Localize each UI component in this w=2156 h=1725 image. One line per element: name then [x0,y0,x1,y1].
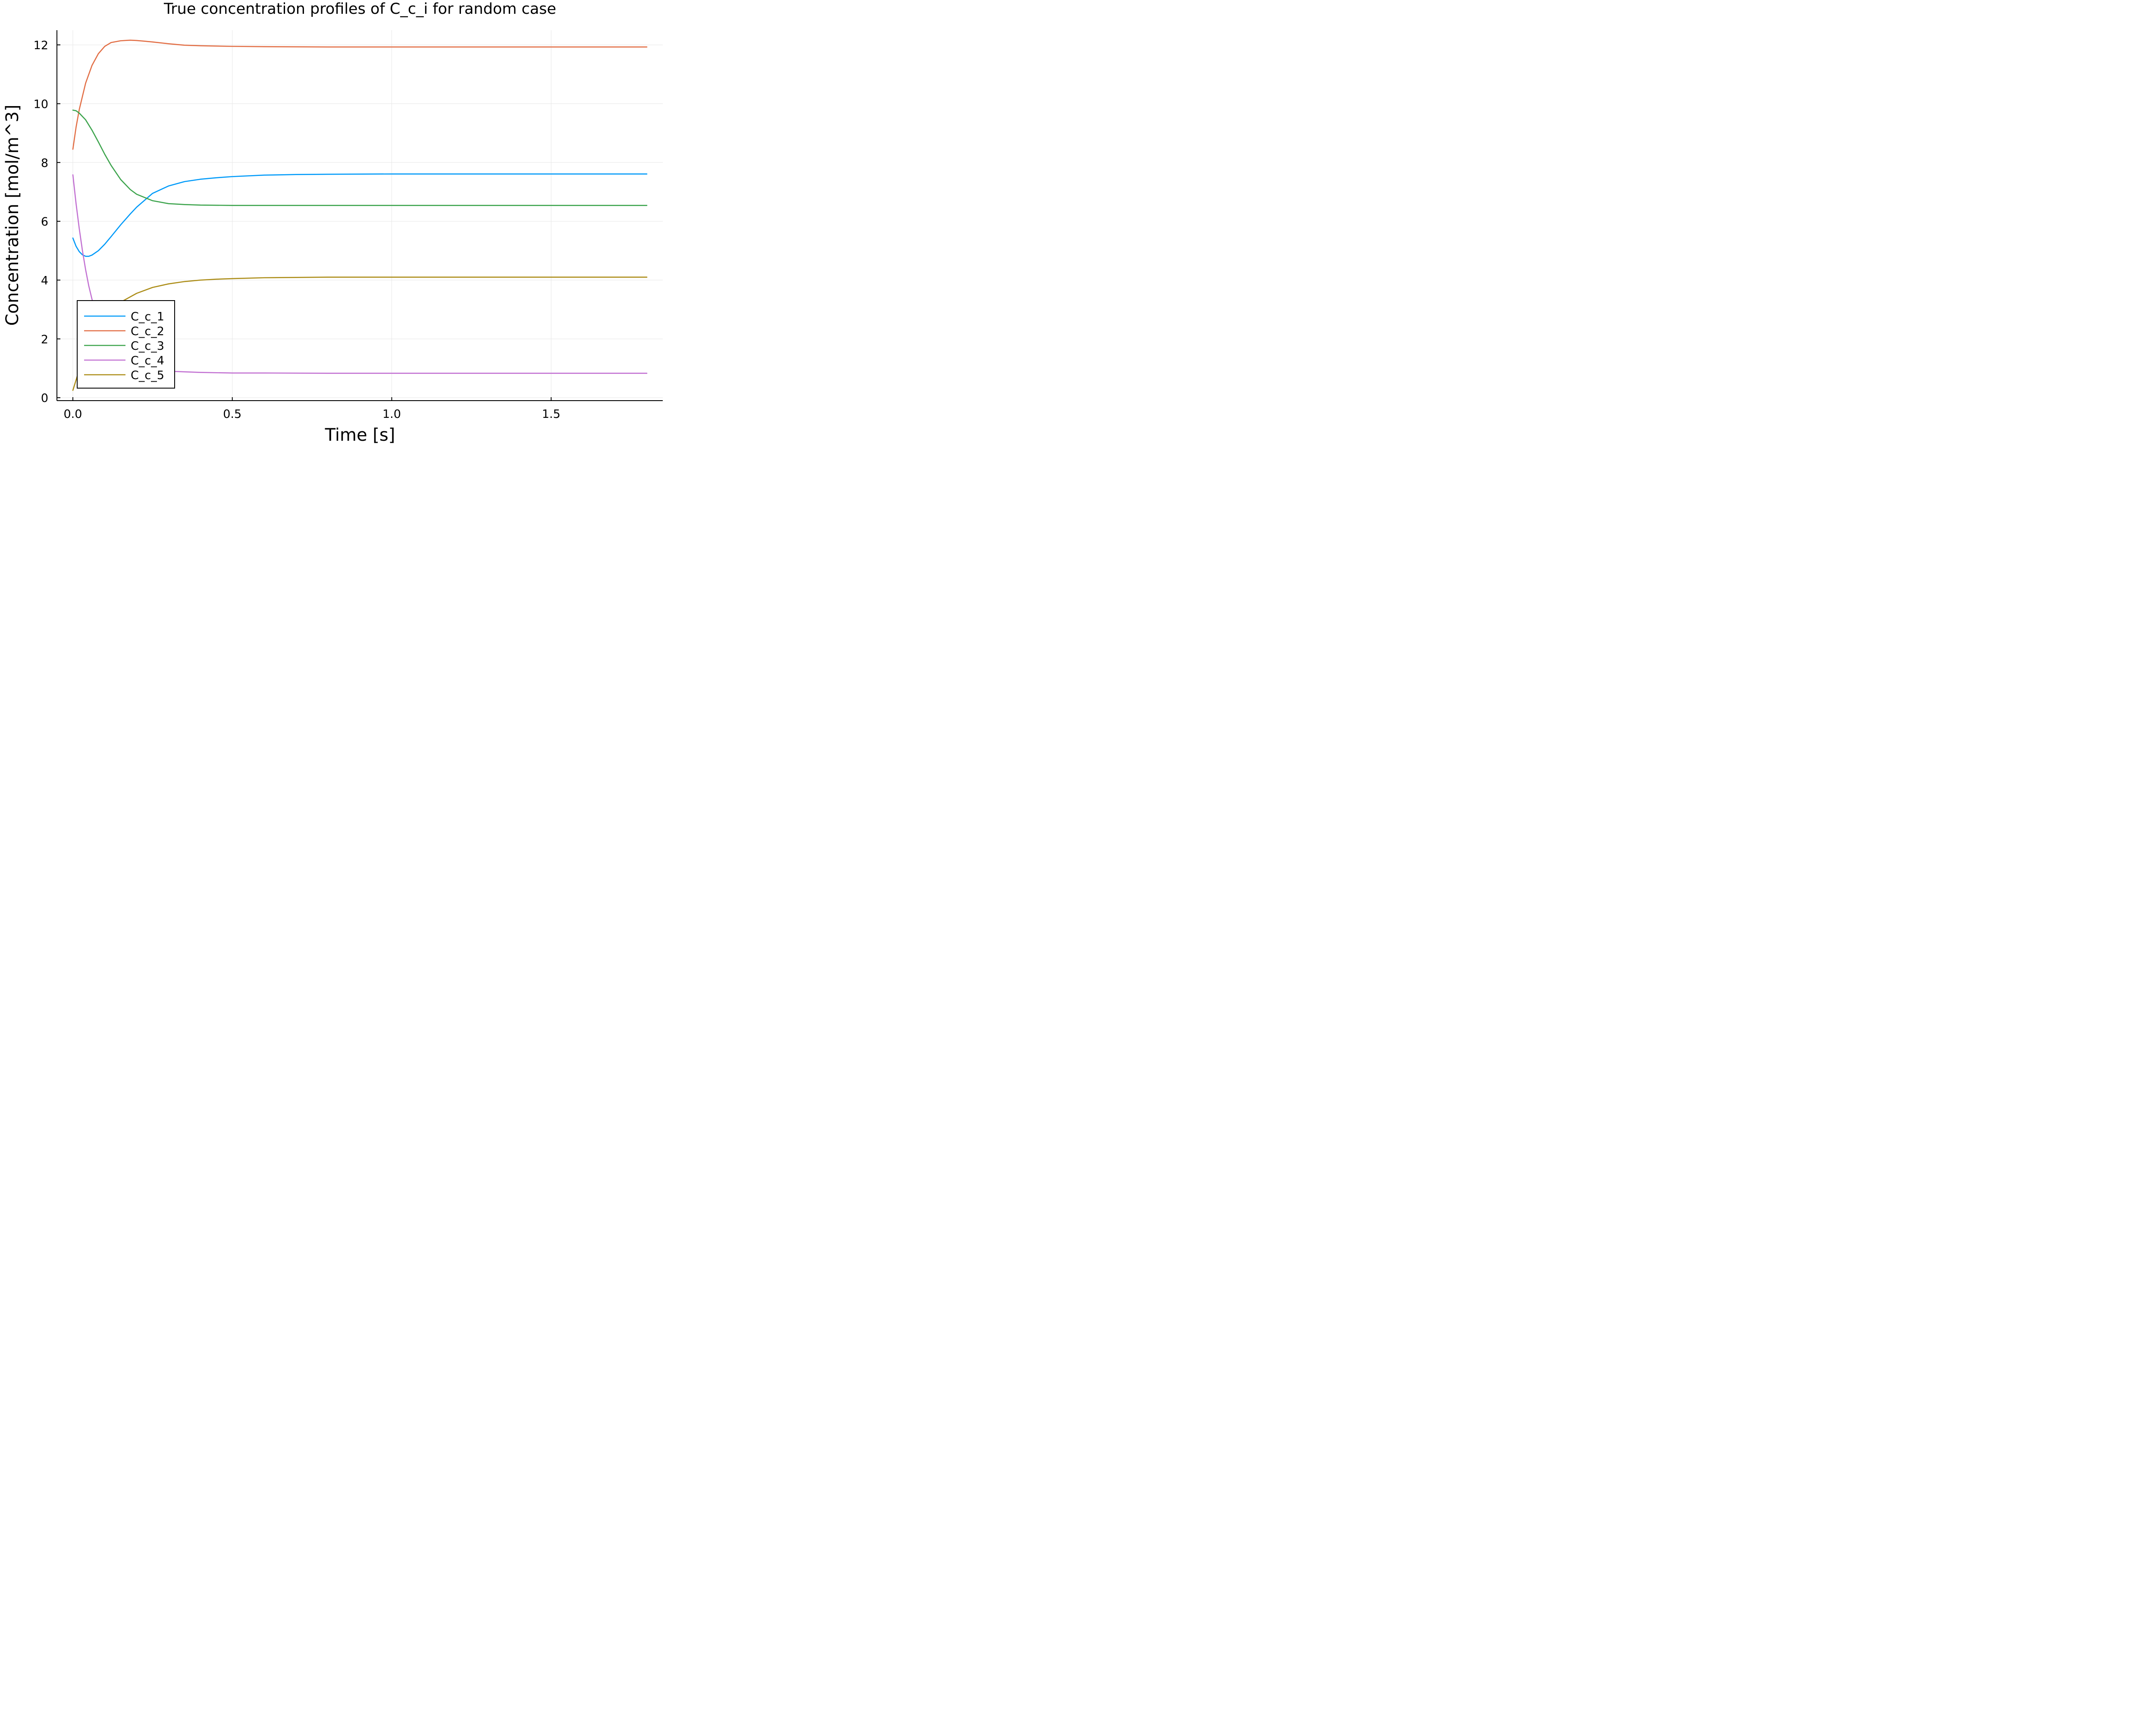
series-line-c-c-1 [72,173,648,257]
legend-label: C_c_1 [131,310,164,323]
x-tick-label: 0.0 [63,408,82,421]
x-axis-label: Time [s] [325,425,395,444]
y-tick-label: 6 [41,215,48,229]
chart-title: True concentration profiles of C_c_i for… [163,0,556,18]
legend-label: C_c_4 [131,354,164,367]
y-tick-label: 2 [41,333,48,346]
series-line-c-c-3 [72,110,648,206]
x-tick-label: 1.0 [382,408,401,421]
axes: 0.0 0.5 1.0 1.5 0 2 4 6 8 10 12 [34,30,663,421]
y-tick-label: 8 [41,157,48,170]
y-tick-label: 4 [41,274,48,287]
legend: C_c_1 C_c_2C_c_3C_c_4 C_c_5 [77,300,175,389]
y-tick-label: 12 [34,39,48,52]
x-tick-label: 0.5 [223,408,241,421]
grid-lines [57,30,663,401]
x-tick-label: 1.5 [542,408,561,421]
series-line-c-c-2 [72,39,648,150]
legend-label: C_c_3 [131,339,164,353]
y-tick-label: 0 [41,392,48,405]
legend-label: C_c_2 [131,325,164,338]
legend-box [77,300,175,389]
y-tick-label: 10 [34,97,48,111]
line-chart: True concentration profiles of C_c_i for… [0,0,667,444]
y-axis-label: Concentration [mol/m^3] [3,105,22,326]
legend-label: C_c_5 [131,369,164,382]
